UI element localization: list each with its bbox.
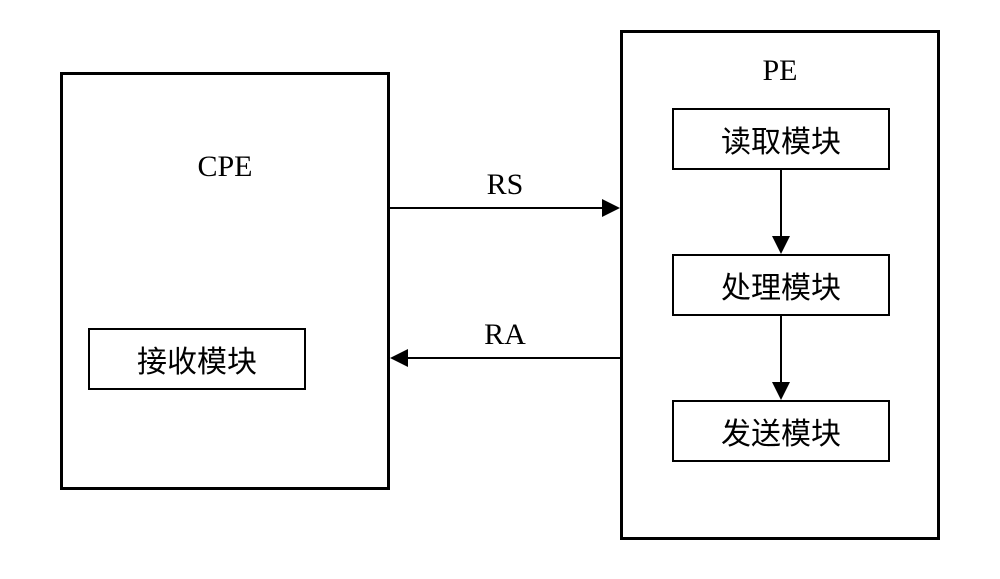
diagram-canvas: CPE 接收模块 PE 读取模块 处理模块 发送模块 RS RA [0,0,1000,579]
process-to-send-arrow [0,0,1000,579]
